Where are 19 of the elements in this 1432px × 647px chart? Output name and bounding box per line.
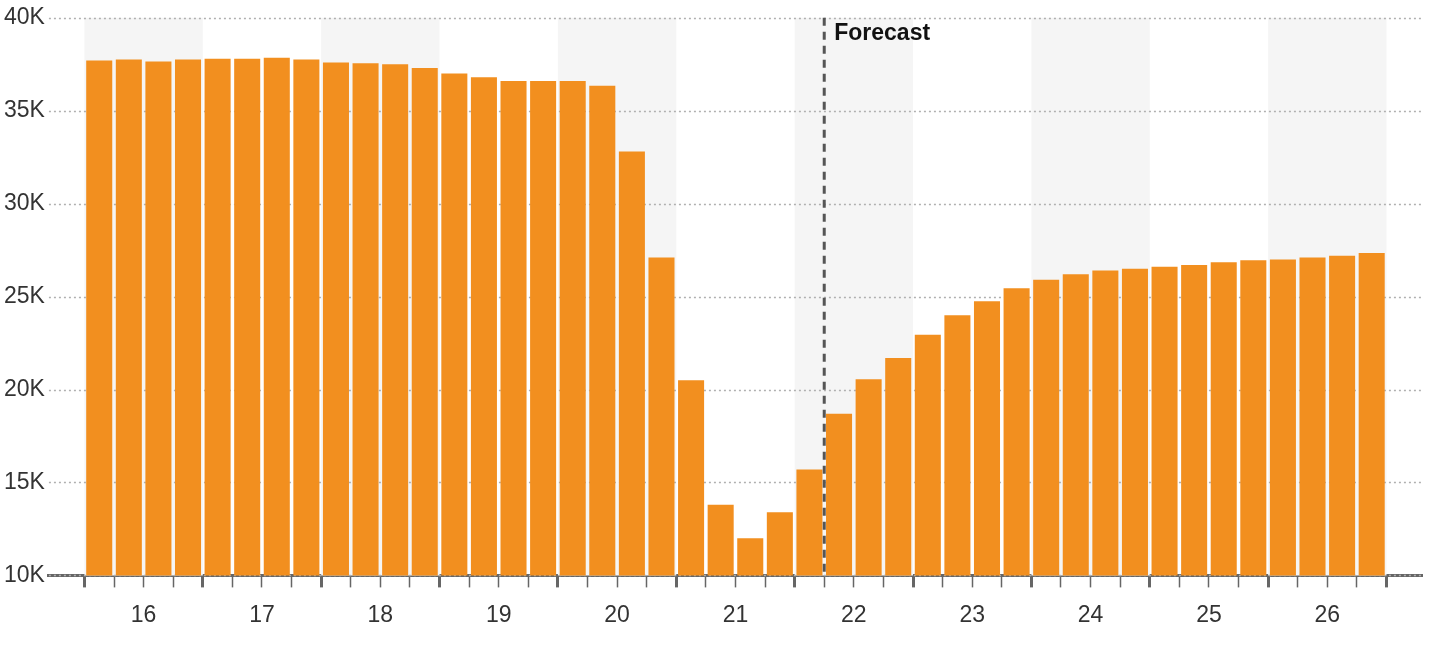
x-tick-label: 17 <box>249 600 275 627</box>
ref-line-label: Forecast <box>834 18 931 45</box>
x-tick-label: 22 <box>841 600 867 627</box>
y-tick-label: 15K <box>3 467 46 494</box>
x-tick-label: 25 <box>1196 600 1222 627</box>
x-tick-label: 23 <box>959 600 985 627</box>
x-tick-label: 24 <box>1077 600 1104 627</box>
x-tick-label: 21 <box>722 600 749 627</box>
x-tick-label: 26 <box>1314 600 1341 627</box>
y-tick-label: 10K <box>3 560 46 587</box>
x-tick-label: 16 <box>130 600 157 627</box>
y-tick-label: 40K <box>3 3 46 30</box>
x-tick-label: 20 <box>604 600 630 627</box>
y-tick-label: 35K <box>3 96 46 123</box>
y-tick-label: 30K <box>3 189 46 216</box>
x-tick-label: 19 <box>485 600 512 627</box>
y-tick-label: 20K <box>3 374 46 401</box>
x-tick-label: 18 <box>367 600 394 627</box>
y-tick-label: 25K <box>3 281 46 308</box>
